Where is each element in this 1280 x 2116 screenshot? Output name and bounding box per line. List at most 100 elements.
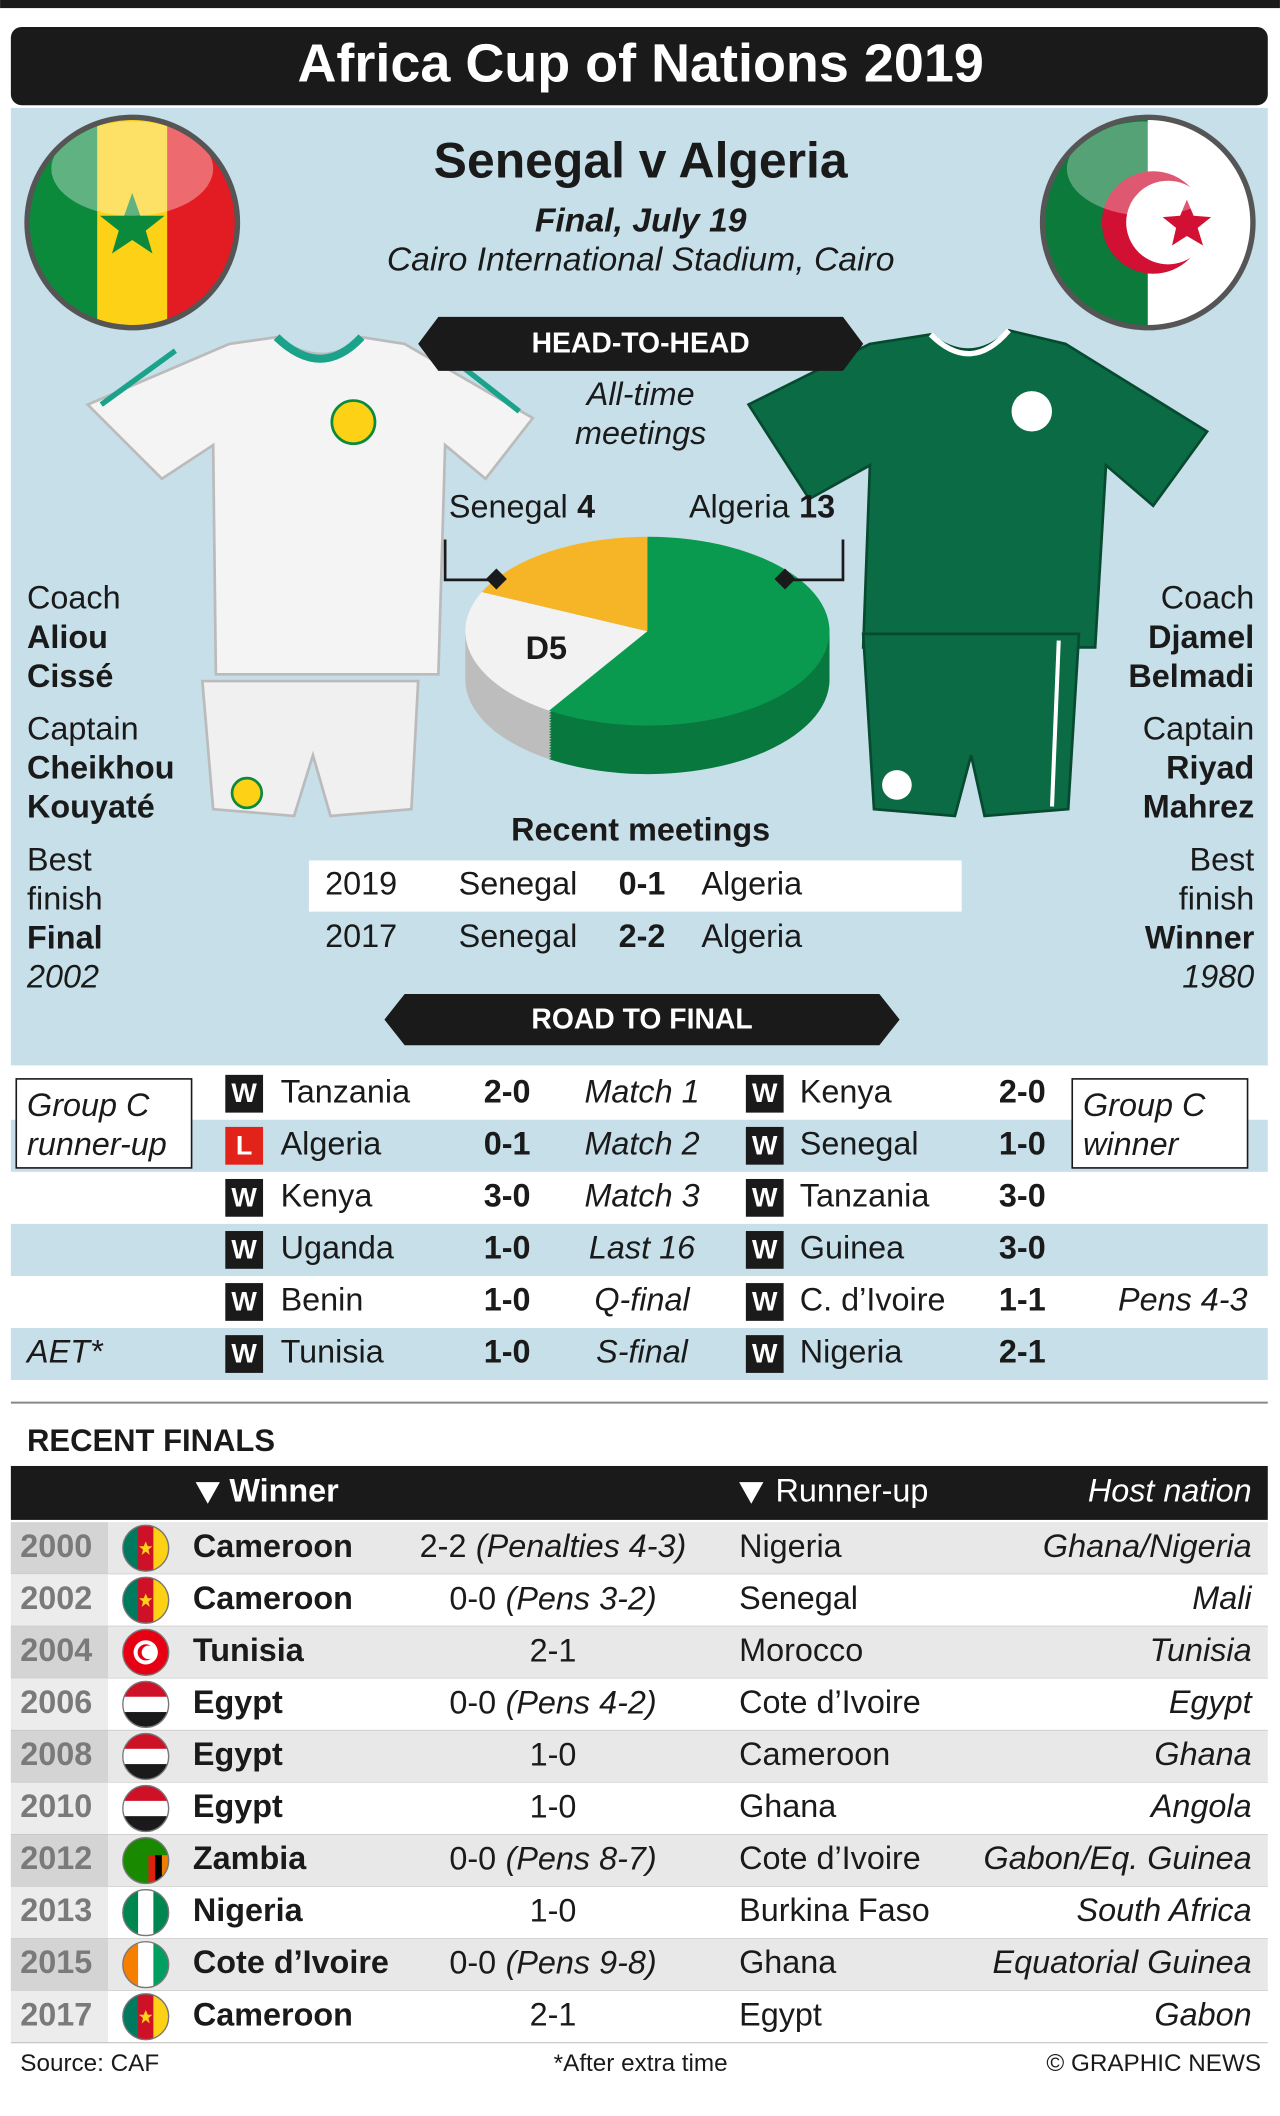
score-value: 0-0	[449, 1840, 496, 1876]
flag-stripe	[153, 1577, 169, 1624]
flag-stripe	[122, 1941, 139, 1988]
score-value: 1-0	[530, 1788, 577, 1824]
credit: © GRAPHIC NEWS	[1046, 2050, 1261, 2077]
pie-slice	[548, 536, 830, 726]
flag-stripe	[148, 1855, 156, 1884]
year-cell	[10, 1522, 108, 1575]
score: 0-0 (Pens 9-8)	[449, 1944, 656, 1980]
year: 2010	[20, 1788, 92, 1824]
captain-label: Captain	[27, 711, 139, 747]
result-badge	[745, 1126, 784, 1165]
pie-label-name: Senegal	[449, 488, 568, 524]
row-band	[10, 1327, 1268, 1381]
flag-stripe	[138, 1941, 155, 1988]
flag-crescent	[141, 1645, 156, 1660]
year-cell	[10, 1990, 108, 2043]
year: 2002	[20, 1580, 92, 1616]
score: 1-1	[999, 1282, 1046, 1318]
coach-name: Aliou	[27, 619, 108, 655]
flag-stripe	[153, 1941, 169, 1988]
score: 2-1	[530, 1632, 577, 1668]
flag	[122, 1837, 169, 1884]
stage: S-final	[596, 1334, 689, 1370]
flag-stripe	[122, 1800, 169, 1817]
year-cell	[10, 1626, 108, 1679]
row-band	[10, 1626, 1268, 1679]
result: W	[752, 1182, 778, 1212]
best-finish: Final	[27, 920, 103, 956]
score: 3-0	[999, 1177, 1046, 1213]
group-box	[1071, 1078, 1249, 1169]
captain-name: Cheikhou	[27, 750, 174, 786]
stage: Match 2	[584, 1125, 699, 1161]
pie-label-value: 4	[577, 488, 595, 524]
year-cell	[10, 1678, 108, 1731]
flag	[122, 1889, 169, 1936]
result: W	[231, 1286, 257, 1316]
result-badge	[745, 1335, 784, 1373]
year-cell	[10, 1730, 108, 1783]
flag	[122, 1629, 169, 1676]
pie-slice	[465, 591, 648, 711]
note: Pens 4-3	[1118, 1282, 1248, 1318]
runner-up: Burkina Faso	[739, 1892, 930, 1928]
score: 0-1	[484, 1125, 531, 1161]
year: 2008	[20, 1736, 92, 1772]
score-value: 2-2	[420, 1528, 467, 1564]
row-band	[308, 860, 962, 912]
result: W	[752, 1286, 778, 1316]
result: W	[752, 1078, 778, 1108]
sort-arrow	[739, 1482, 764, 1504]
opponent: Tunisia	[281, 1334, 384, 1370]
year-cell	[10, 1886, 108, 1939]
score-note: (Pens 4-2)	[506, 1684, 657, 1720]
host: Gabon/Eq. Guinea	[984, 1840, 1252, 1876]
score-note: (Pens 9-8)	[506, 1944, 657, 1980]
leader-line	[784, 539, 845, 582]
host: Equatorial Guinea	[993, 1944, 1252, 1980]
senegal-kit	[85, 334, 535, 818]
year-cell	[10, 1834, 108, 1887]
pie-label-value: 13	[799, 488, 835, 524]
opponent: Tanzania	[281, 1073, 411, 1109]
year: 2004	[20, 1632, 92, 1668]
best-label: Best	[1190, 841, 1255, 877]
score: 2-0	[484, 1073, 531, 1109]
score-value: 0-0	[449, 1684, 496, 1720]
score: 1-0	[484, 1229, 531, 1265]
meeting-year: 2019	[325, 866, 397, 902]
year: 2000	[20, 1528, 92, 1564]
flag-rim	[122, 1993, 170, 2041]
score: 0-0 (Pens 8-7)	[449, 1840, 656, 1876]
score: 0-0 (Pens 3-2)	[449, 1580, 656, 1616]
flag-stripe	[122, 1712, 169, 1728]
score-note: (Penalties 4-3)	[476, 1528, 686, 1564]
match-subtitle: Final, July 19	[535, 201, 747, 239]
score: 1-0	[530, 1788, 577, 1824]
score-note: (Pens 8-7)	[506, 1840, 657, 1876]
recent-meetings: 2019 Senegal 0-1 Algeria 2017 Senegal 2-2 Alger…	[308, 860, 962, 954]
captain-label: Captain	[1143, 711, 1255, 747]
flag-stripe	[122, 1816, 169, 1832]
flag-rim	[122, 1784, 170, 1833]
result-badge	[745, 1074, 784, 1113]
result-badge	[225, 1231, 264, 1269]
team-info: CoachAliouCisséCaptainCheikhouKouyatéBes…	[26, 580, 1255, 995]
opponent: Tanzania	[800, 1177, 930, 1213]
result: W	[231, 1338, 257, 1368]
runner-up: Egypt	[739, 1996, 822, 2032]
column-header: Host nation	[1088, 1472, 1252, 1508]
score: 3-0	[484, 1177, 531, 1213]
flag-rim	[122, 1680, 170, 1728]
captain-name: Mahrez	[1143, 789, 1255, 825]
flag-rim	[122, 1628, 170, 1676]
result-badge	[745, 1283, 784, 1321]
result: L	[236, 1130, 252, 1160]
score-value: 0-0	[449, 1944, 496, 1980]
result-badge	[225, 1074, 264, 1113]
leader-dot	[774, 568, 796, 590]
group-note: Group C	[27, 1087, 150, 1123]
score-value: 0-0	[449, 1580, 496, 1616]
pie-label-value: 5	[549, 630, 567, 666]
road-heading: ROAD TO FINAL	[531, 1003, 752, 1035]
